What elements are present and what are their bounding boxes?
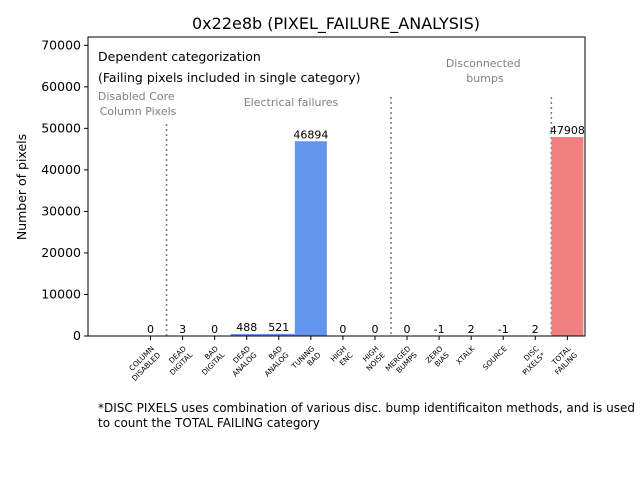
bar-value-label: 0 <box>339 323 346 336</box>
x-axis-ticks: COLUMNDISABLED DEADDIGITAL BADDIGITAL DEADA… <box>124 336 580 383</box>
bar-value-label: 488 <box>236 321 257 334</box>
bar-value-label: 47908 <box>550 124 585 137</box>
x-tick-label: HIGHNOISE <box>358 344 387 373</box>
annotation-disabled-core: Disabled Core Column Pixels <box>98 90 178 118</box>
chart-title: 0x22e8b (PIXEL_FAILURE_ANALYSIS) <box>192 14 480 34</box>
y-tick-label: 30000 <box>41 203 81 218</box>
bar-value-label: 2 <box>468 323 475 336</box>
annotation-electrical: Electrical failures <box>244 96 339 109</box>
y-tick-label: 10000 <box>41 286 81 301</box>
bar <box>262 333 295 336</box>
x-tick-label-line: XTALK <box>454 344 476 366</box>
bar-value-label: 0 <box>147 323 154 336</box>
x-tick-label: BADDIGITAL <box>194 343 228 377</box>
y-tick-label: 20000 <box>41 245 81 260</box>
bars <box>134 137 584 337</box>
bar-value-label: 3 <box>179 323 186 336</box>
category-separators <box>165 97 553 336</box>
x-tick-label: TOTALFAILING <box>547 343 580 376</box>
bar <box>551 137 584 336</box>
x-tick-label: BADANALOG <box>256 344 291 379</box>
footnote: *DISC PIXELS uses combination of various… <box>98 401 635 430</box>
bar-value-label: 46894 <box>293 128 328 141</box>
bar-value-label: -1 <box>434 323 445 336</box>
bar-value-label: -1 <box>498 323 509 336</box>
bar-value-label: 0 <box>371 323 378 336</box>
x-tick-label: COLUMNDISABLED <box>124 344 163 383</box>
legend-line-1: Dependent categorization <box>98 49 261 64</box>
y-tick-label: 50000 <box>41 120 81 135</box>
y-tick-label: 40000 <box>41 162 81 177</box>
value-labels: 0 3 0 488 521 46894 0 0 0 -1 2 -1 2 47908 <box>147 124 585 336</box>
bar-value-label: 0 <box>211 323 218 336</box>
bar-value-label: 521 <box>268 321 289 334</box>
bar-value-label: 0 <box>404 323 411 336</box>
x-tick-label: MERGEDBUMPS <box>384 344 420 380</box>
y-tick-label: 60000 <box>41 79 81 94</box>
legend-line-2: (Failing pixels included in single categ… <box>98 70 361 85</box>
bar-value-label: 2 <box>532 323 539 336</box>
x-tick-label: DISCPIXELS* <box>514 344 547 377</box>
y-tick-label: 70000 <box>41 37 81 52</box>
bar <box>230 333 263 336</box>
x-tick-label: SOURCE <box>481 344 509 372</box>
x-tick-label: TUNINGBAD <box>289 344 323 378</box>
y-axis-label: Number of pixels <box>14 134 29 240</box>
annotation-disconnected: Disconnected bumps <box>446 57 524 85</box>
y-tick-label: 0 <box>73 328 81 343</box>
x-tick-label: ZEROBIAS <box>424 344 451 371</box>
y-axis-ticks: 0 10000 20000 30000 40000 50000 60000 70000 <box>41 37 88 343</box>
x-tick-label: HIGHENC <box>329 344 355 370</box>
x-tick-label: DEADDIGITAL <box>161 343 195 377</box>
x-tick-label: DEADANALOG <box>224 344 259 379</box>
plot-frame <box>87 36 586 337</box>
x-tick-label-line: SOURCE <box>481 344 509 372</box>
x-tick-label: XTALK <box>454 344 476 366</box>
bar <box>294 141 327 336</box>
